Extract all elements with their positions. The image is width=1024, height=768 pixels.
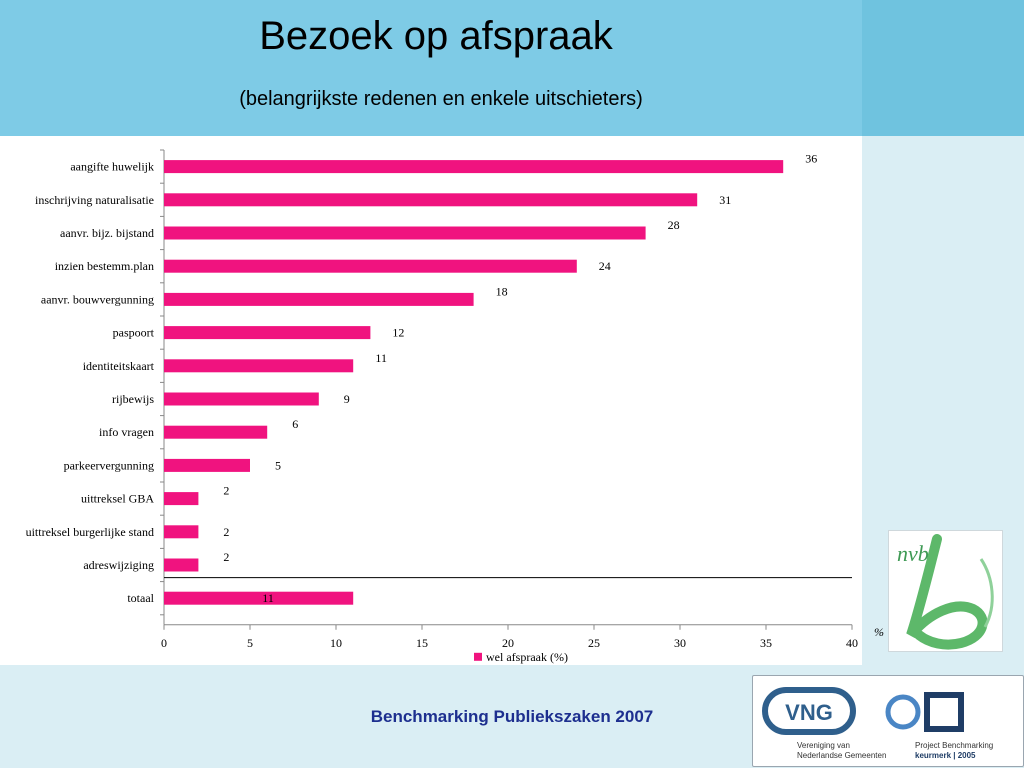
header-band: [0, 0, 862, 136]
bar: [164, 226, 646, 240]
x-tick-label: 25: [588, 636, 600, 650]
category-label: paspoort: [113, 326, 155, 340]
bar: [164, 259, 577, 273]
x-tick-label: 0: [161, 636, 167, 650]
bar: [164, 558, 199, 572]
x-tick-label: 5: [247, 636, 253, 650]
legend-label: wel afspraak (%): [486, 650, 568, 664]
project-line2: keurmerk | 2005: [915, 751, 976, 760]
category-label: info vragen: [99, 425, 154, 439]
bar: [164, 425, 268, 439]
bar: [164, 193, 698, 207]
x-tick-label: 15: [416, 636, 428, 650]
bar: [164, 458, 250, 472]
vng-line1: Vereniging van: [797, 741, 850, 750]
vng-logo-ring: [762, 687, 856, 735]
bar: [164, 359, 354, 373]
x-tick-label: 40: [846, 636, 858, 650]
vng-line2: Nederlandse Gemeenten: [797, 751, 886, 760]
sponsor-logos: VNG Vereniging van Nederlandse Gemeenten…: [752, 675, 1024, 767]
bar-chart: aangifte huwelijk 36 inschrijving naturali…: [26, 149, 858, 664]
sponsor-logos-graphic: VNG Vereniging van Nederlandse Gemeenten…: [762, 687, 993, 760]
footer-title: Benchmarking Publiekszaken 2007: [370, 707, 654, 726]
slide-title: Bezoek op afspraak: [259, 14, 613, 58]
bar: [164, 326, 371, 340]
data-label: 31: [719, 193, 731, 207]
header-right-band: [862, 0, 1024, 136]
x-tick-label: 20: [502, 636, 514, 650]
bar: [164, 160, 784, 174]
data-label: 12: [392, 326, 404, 340]
nvb-logo-graphic: nvb: [897, 534, 994, 650]
project-logo-square: [924, 692, 964, 732]
category-label: uittreksel burgerlijke stand: [26, 525, 154, 539]
data-label: 2: [223, 525, 229, 539]
project-logo-circle: [885, 694, 921, 730]
data-label: 2: [223, 550, 229, 564]
data-label: 11: [262, 591, 274, 605]
slide-subtitle: (belangrijkste redenen en enkele uitschi…: [239, 88, 643, 110]
data-label: 9: [344, 392, 350, 406]
bar: [164, 392, 319, 406]
x-tick-label: 10: [330, 636, 342, 650]
category-label: adreswijziging: [83, 558, 154, 572]
category-label: aangifte huwelijk: [70, 160, 154, 174]
x-tick-label: 35: [760, 636, 772, 650]
category-label: identiteitskaart: [83, 359, 155, 373]
category-label: totaal: [127, 591, 154, 605]
bar: [164, 591, 354, 605]
bar: [164, 492, 199, 506]
vng-logo-text: VNG: [785, 700, 833, 725]
bar: [164, 292, 474, 306]
category-label: inzien bestemm.plan: [55, 259, 154, 273]
category-label: inschrijving naturalisatie: [35, 193, 154, 207]
category-label: uittreksel GBA: [81, 492, 154, 506]
x-tick-label: 30: [674, 636, 686, 650]
category-label: aanvr. bijz. bijstand: [60, 226, 154, 240]
data-label: 24: [599, 259, 611, 273]
category-label: aanvr. bouwvergunning: [41, 292, 154, 306]
footer: Benchmarking Publiekszaken 2007: [0, 707, 1024, 727]
category-label: rijbewijs: [112, 392, 154, 406]
data-label: 11: [375, 351, 387, 365]
category-label: parkeervergunning: [64, 458, 154, 472]
bar: [164, 525, 199, 539]
legend-swatch: [474, 652, 482, 661]
data-label: 6: [292, 417, 298, 431]
data-label: 5: [275, 458, 281, 472]
unit-label: %: [874, 625, 884, 639]
project-line1: Project Benchmarking: [915, 741, 993, 750]
nvb-logo-text: nvb: [897, 541, 929, 566]
data-label: 28: [668, 218, 680, 232]
data-label: 18: [496, 284, 508, 298]
data-label: 2: [223, 484, 229, 498]
nvb-logo: nvb: [888, 530, 1003, 652]
data-label: 36: [805, 152, 817, 166]
